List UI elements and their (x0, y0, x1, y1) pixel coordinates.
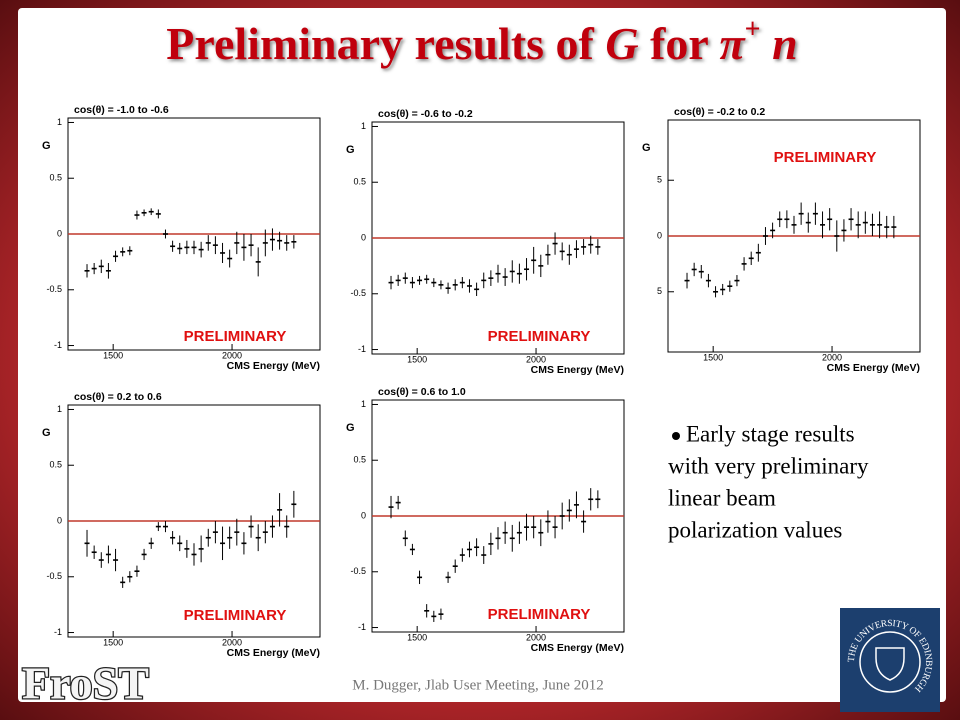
x-tick-label: 1500 (703, 352, 723, 362)
x-axis-label: CMS Energy (MeV) (227, 647, 320, 659)
slide-title: Preliminary results of G for π+ n (166, 14, 797, 68)
title-part: n (761, 18, 798, 69)
y-tick-label: -0.5 (350, 566, 366, 576)
x-tick-label: 2000 (222, 350, 242, 360)
title-part: G (605, 18, 638, 69)
x-axis-label: CMS Energy (MeV) (531, 364, 624, 376)
y-axis-label: G (642, 142, 651, 154)
logo-ring (859, 631, 921, 693)
bullet: Early stage results with very preliminar… (668, 421, 869, 542)
footer: M. Dugger, Jlab User Meeting, June 2012 (352, 677, 603, 693)
edinburgh-logo: THE UNIVERSITY OF EDINBURGH (840, 608, 940, 712)
y-tick-label: 0.5 (353, 455, 366, 465)
y-tick-label: -0.5 (46, 284, 62, 294)
y-tick-label: 0.5 (353, 177, 366, 187)
y-axis-label: G (346, 144, 355, 156)
bullet-line: Early stage results (686, 421, 855, 446)
slide-body (18, 8, 946, 702)
y-tick-label: 1 (361, 399, 366, 409)
y-tick-label: -1 (358, 622, 366, 632)
y-tick-label: -1 (358, 344, 366, 354)
y-tick-label: -0.5 (350, 288, 366, 298)
watermark: PRELIMINARY (774, 149, 877, 166)
chart-title: cos(θ) = -0.2 to 0.2 (674, 106, 765, 118)
y-tick-label: 0 (361, 232, 366, 242)
y-tick-label: 0.5 (49, 173, 62, 183)
chart: cos(θ) = -0.2 to 0.2 G CMS Energy (MeV) 5 0 5… (642, 106, 921, 374)
watermark: PRELIMINARY (184, 607, 287, 624)
y-axis-label: G (42, 140, 51, 152)
x-tick-label: 2000 (222, 637, 242, 647)
y-tick-label: -0.5 (46, 571, 62, 581)
logo-shield (875, 647, 905, 681)
y-tick-label: -1 (54, 340, 62, 350)
x-tick-label: 2000 (526, 632, 546, 642)
chart-title: cos(θ) = 0.6 to 1.0 (378, 386, 466, 398)
y-axis-label: G (346, 422, 355, 434)
y-tick-label: 0 (57, 228, 62, 238)
y-tick-label: 1 (57, 117, 62, 127)
title-part: + (745, 14, 761, 45)
y-tick-label: 5 (657, 286, 662, 296)
x-tick-label: 1500 (407, 354, 427, 364)
chart-title: cos(θ) = -0.6 to -0.2 (378, 108, 473, 120)
x-tick-label: 1500 (407, 632, 427, 642)
x-tick-label: 1500 (103, 637, 123, 647)
title-part: for (639, 18, 720, 69)
chart-title: cos(θ) = -1.0 to -0.6 (74, 104, 169, 116)
bullet-line: polarization values (668, 517, 842, 542)
chart: cos(θ) = 0.6 to 1.0 G CMS Energy (MeV) -1 -0… (346, 386, 625, 654)
frost-logo: FroST (22, 658, 149, 709)
logo-background (840, 608, 940, 712)
bullet-dot (672, 432, 680, 440)
y-tick-label: -1 (54, 627, 62, 637)
x-axis-label: CMS Energy (MeV) (827, 362, 920, 374)
y-tick-label: 0 (57, 515, 62, 525)
y-tick-label: 1 (361, 121, 366, 131)
y-tick-label: 0 (657, 230, 662, 240)
x-axis-label: CMS Energy (MeV) (531, 642, 624, 654)
chart: cos(θ) = 0.2 to 0.6 G CMS Energy (MeV) -1 -0… (42, 391, 321, 659)
watermark: PRELIMINARY (488, 328, 591, 345)
bullet-line: with very preliminary (668, 453, 869, 478)
x-tick-label: 1500 (103, 350, 123, 360)
title-part: Preliminary results of (166, 18, 605, 69)
chart-title: cos(θ) = 0.2 to 0.6 (74, 391, 162, 403)
title-part: π (720, 18, 747, 69)
y-tick-label: 1 (57, 404, 62, 414)
chart: cos(θ) = -1.0 to -0.6 G CMS Energy (MeV) -1… (42, 104, 321, 372)
y-axis-label: G (42, 427, 51, 439)
x-tick-label: 2000 (526, 354, 546, 364)
watermark: PRELIMINARY (488, 606, 591, 623)
y-tick-label: 0.5 (49, 460, 62, 470)
y-tick-label: 5 (657, 175, 662, 185)
x-tick-label: 2000 (822, 352, 842, 362)
x-axis-label: CMS Energy (MeV) (227, 360, 320, 372)
y-tick-label: 0 (361, 510, 366, 520)
chart: cos(θ) = -0.6 to -0.2 G CMS Energy (MeV) -1… (346, 108, 625, 376)
watermark: PRELIMINARY (184, 328, 287, 345)
bullet-line: linear beam (668, 485, 776, 510)
